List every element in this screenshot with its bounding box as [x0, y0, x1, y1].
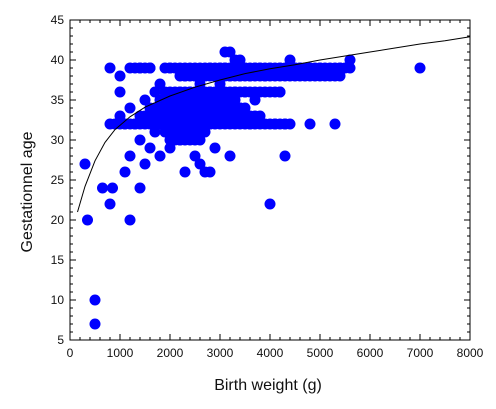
scatter-point [154, 150, 166, 162]
x-tick-label: 3000 [207, 346, 234, 360]
scatter-point [239, 102, 251, 114]
scatter-point [97, 182, 108, 194]
scatter-point [104, 198, 116, 210]
scatter-point [114, 70, 126, 82]
y-tick-label: 15 [51, 253, 65, 267]
scatter-point [279, 150, 291, 162]
y-tick-label: 20 [51, 213, 65, 227]
scatter-point [194, 158, 206, 170]
x-tick-label: 2000 [157, 346, 184, 360]
scatter-point [124, 150, 136, 162]
scatter-point [139, 158, 151, 170]
scatter-point [224, 150, 236, 162]
y-tick-label: 45 [51, 13, 65, 27]
scatter-point [344, 54, 356, 66]
scatter-point [124, 214, 136, 226]
scatter-point [89, 318, 101, 330]
scatter-point [249, 94, 261, 106]
x-tick-label: 6000 [357, 346, 384, 360]
scatter-point [134, 134, 146, 146]
scatter-point [149, 126, 161, 138]
x-tick-label: 0 [67, 346, 74, 360]
scatter-point [144, 142, 156, 154]
x-tick-label: 4000 [257, 346, 284, 360]
fit-curve [77, 36, 471, 213]
scatter-point [154, 78, 166, 90]
scatter-point [284, 54, 296, 66]
scatter-point [304, 118, 316, 130]
scatter-point [339, 62, 351, 74]
x-tick-label: 5000 [307, 346, 334, 360]
scatter-point [194, 134, 206, 146]
scatter-point [334, 70, 346, 82]
scatter-point [139, 94, 151, 106]
x-axis-title: Birth weight (g) [214, 377, 322, 394]
scatter-point [79, 158, 91, 170]
scatter-point [144, 62, 156, 74]
axes: 0 1000 2000 3000 4000 5000 6000 7000 8000 5 10 15 20… [51, 13, 484, 360]
scatter-point [264, 198, 276, 210]
x-tick-label: 1000 [107, 346, 134, 360]
scatter-point [204, 166, 216, 178]
y-tick-label: 10 [51, 293, 65, 307]
scatter-point [234, 54, 246, 66]
scatter-point [254, 110, 266, 122]
scatter-point [82, 214, 93, 226]
scatter-point [179, 166, 191, 178]
scatter-point [284, 118, 296, 130]
data-layer [77, 36, 471, 330]
scatter-point [199, 126, 211, 138]
scatter-point [224, 46, 236, 58]
scatter-point [104, 62, 116, 74]
scatter-point [329, 118, 341, 130]
x-tick-label: 8000 [457, 346, 484, 360]
scatter-point [164, 142, 176, 154]
scatter-point [149, 86, 161, 98]
y-axis-title: Gestationnel age [19, 131, 36, 252]
scatter-point [124, 102, 136, 114]
scatter-point [89, 294, 101, 306]
y-tick-label: 40 [51, 53, 65, 67]
scatter-point [119, 166, 131, 178]
scatter-point [209, 142, 221, 154]
scatter-point [414, 62, 426, 74]
x-tick-label: 7000 [407, 346, 434, 360]
scatter-point [274, 86, 286, 98]
y-tick-label: 35 [51, 93, 65, 107]
scatter-point [189, 150, 201, 162]
y-tick-label: 25 [51, 173, 65, 187]
scatter-point [114, 86, 126, 98]
scatter-point [229, 94, 241, 106]
scatter-point [114, 110, 126, 122]
y-tick-label: 5 [57, 333, 64, 347]
scatter-point [134, 182, 146, 194]
y-tick-label: 30 [51, 133, 65, 147]
scatter-point [107, 182, 118, 194]
